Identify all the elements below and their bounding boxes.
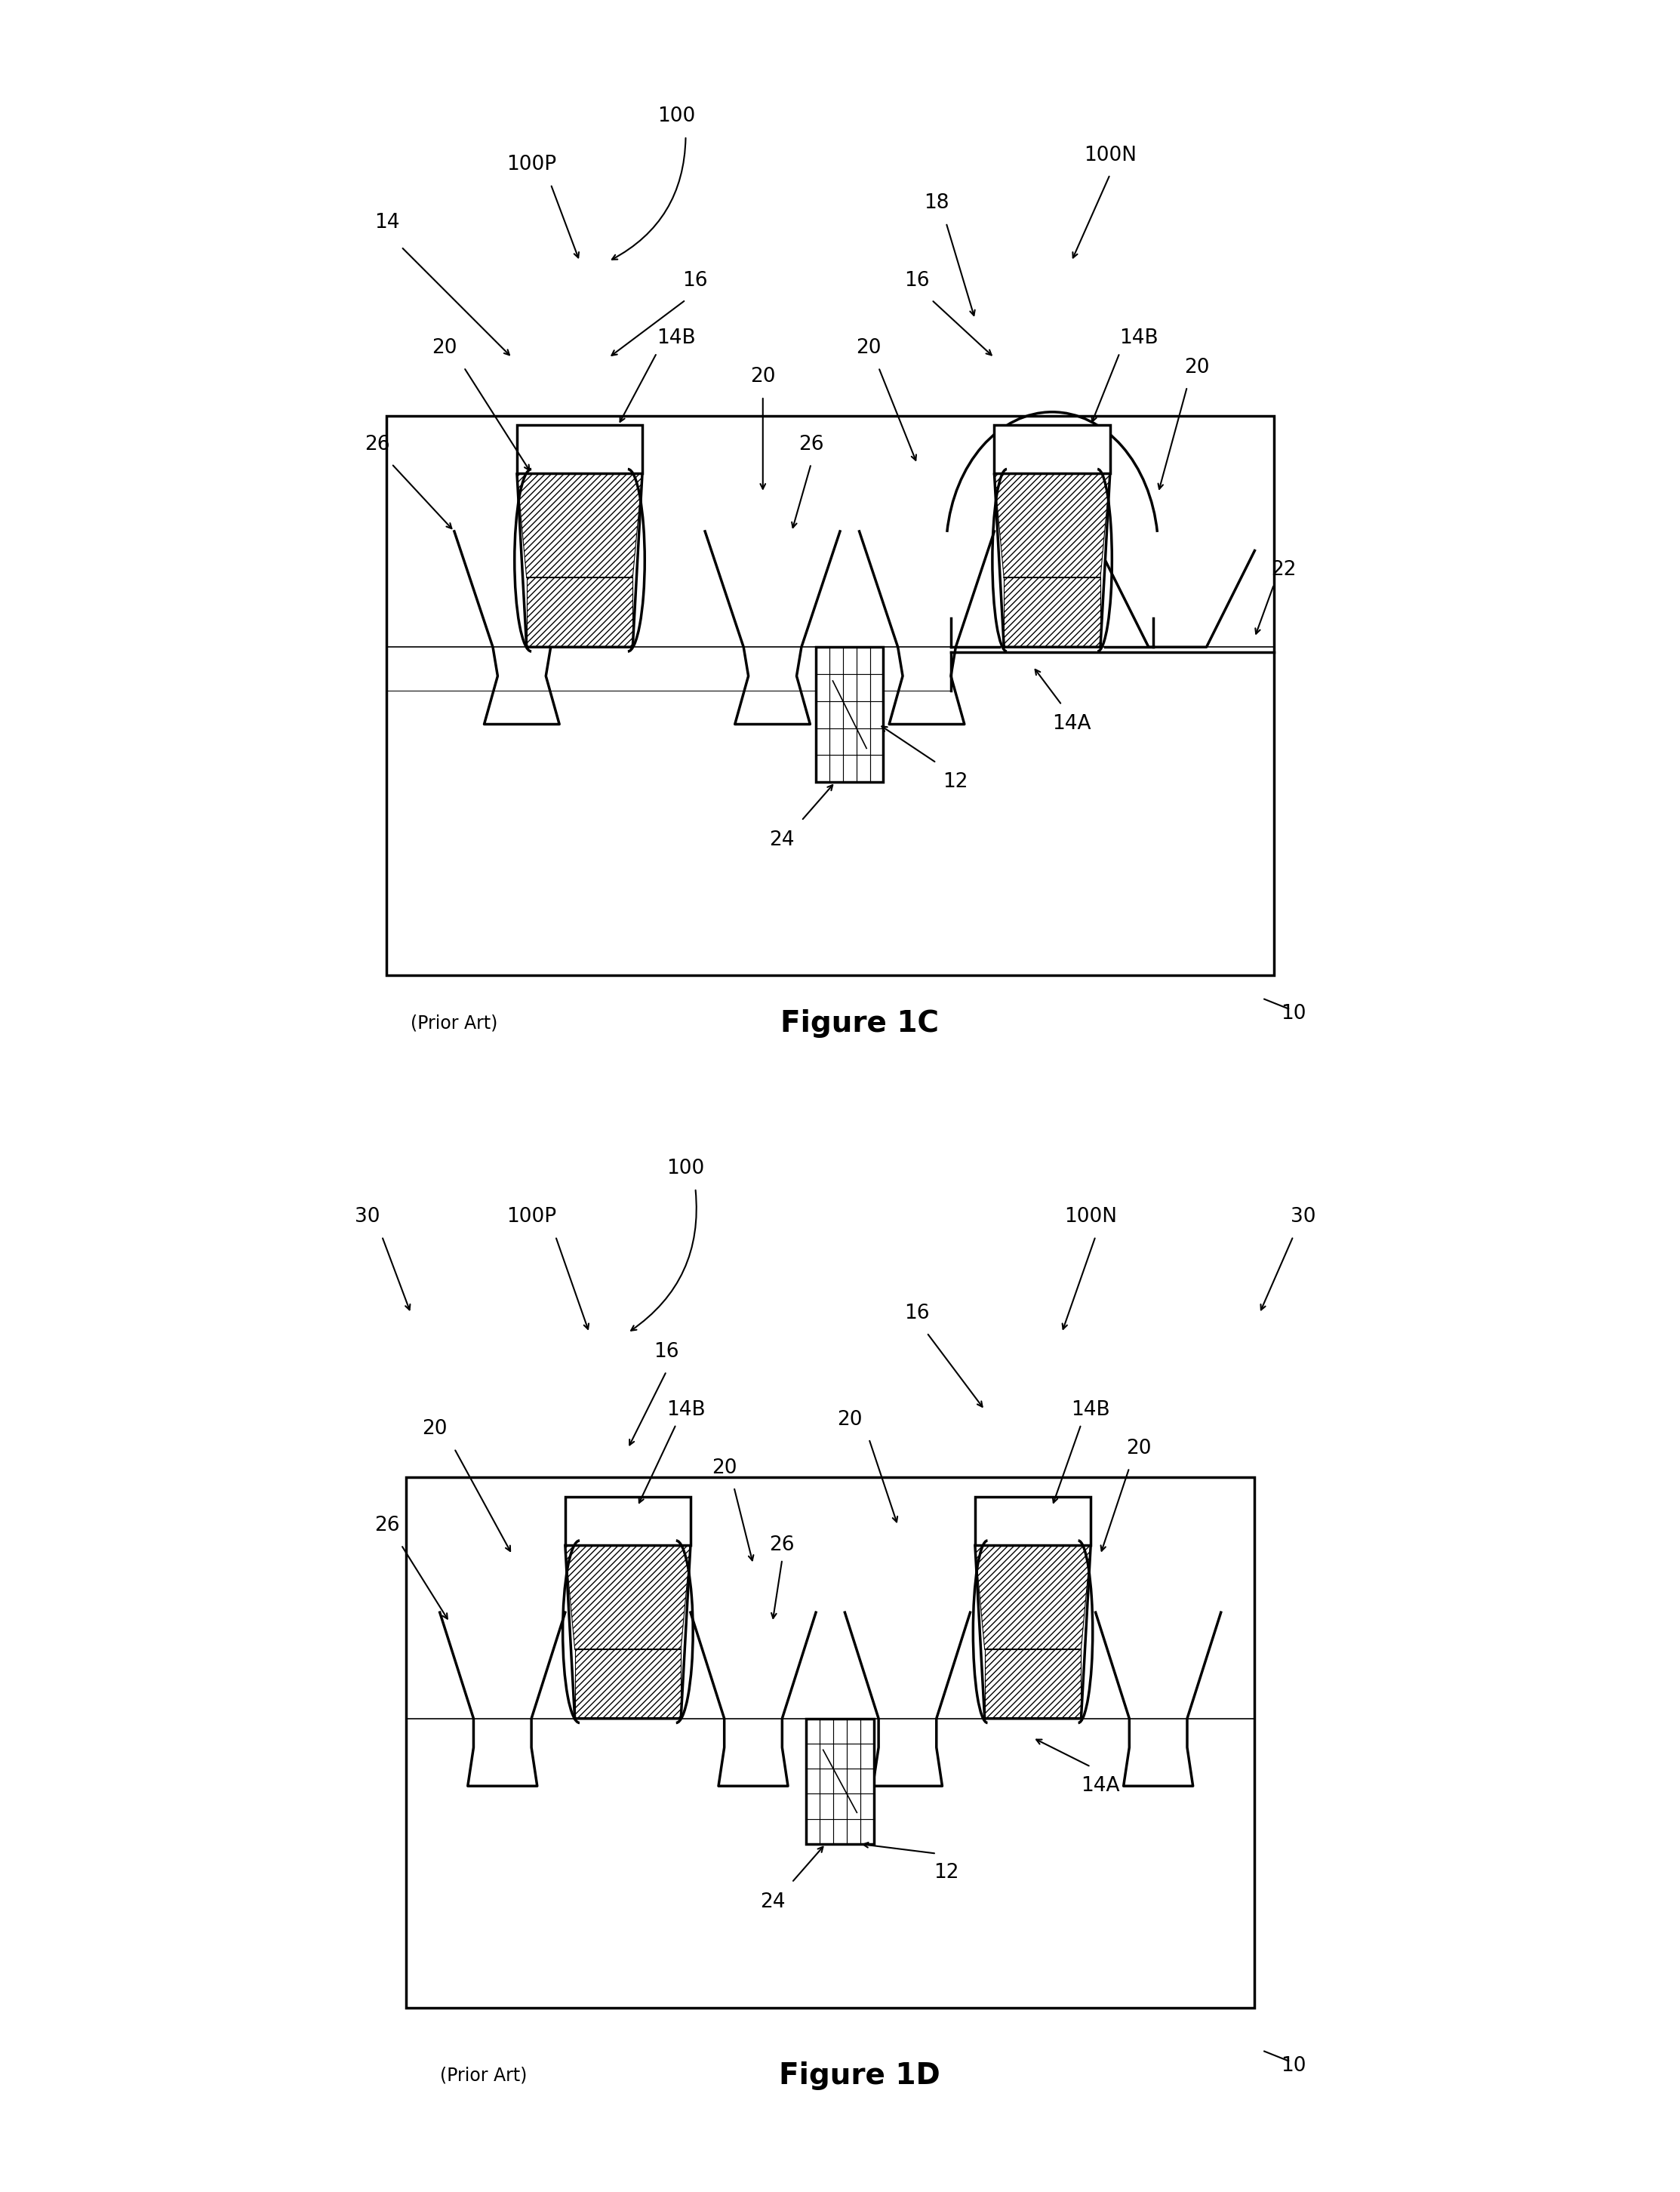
Text: 22: 22: [1272, 561, 1297, 579]
Text: 26: 26: [798, 434, 823, 454]
Text: 20: 20: [422, 1420, 447, 1438]
Text: 12: 12: [934, 1863, 959, 1883]
Text: 26: 26: [769, 1534, 795, 1554]
Text: 20: 20: [751, 368, 776, 386]
Polygon shape: [517, 473, 642, 647]
Text: 16: 16: [654, 1342, 679, 1361]
Text: 14A: 14A: [1052, 715, 1090, 734]
Text: 14: 14: [375, 213, 400, 232]
Text: 18: 18: [924, 193, 949, 213]
Text: 100P: 100P: [506, 156, 556, 175]
Text: 30: 30: [1290, 1208, 1315, 1228]
Bar: [974, 1497, 1090, 1545]
Text: 24: 24: [769, 831, 795, 850]
Polygon shape: [995, 473, 1110, 647]
Bar: [564, 1497, 690, 1545]
Text: 20: 20: [1126, 1438, 1151, 1458]
Text: 14B: 14B: [667, 1401, 706, 1420]
Text: 26: 26: [375, 1517, 400, 1534]
Text: 100: 100: [657, 107, 696, 127]
Text: 16: 16: [682, 272, 707, 289]
Text: 20: 20: [712, 1458, 738, 1477]
Text: 14B: 14B: [657, 329, 696, 349]
Polygon shape: [974, 1545, 1090, 1719]
Text: 100: 100: [667, 1160, 704, 1179]
Text: 20: 20: [1184, 357, 1210, 377]
Bar: [407, 1477, 1255, 2008]
Text: 100P: 100P: [506, 1208, 556, 1228]
Bar: [517, 425, 642, 473]
Text: (Prior Art): (Prior Art): [410, 1015, 497, 1032]
Text: 26: 26: [365, 434, 390, 454]
Text: 16: 16: [904, 272, 929, 289]
Text: 20: 20: [837, 1409, 862, 1429]
Bar: [816, 647, 884, 783]
Bar: [386, 416, 1273, 975]
Text: 100N: 100N: [1065, 1208, 1117, 1228]
Text: 16: 16: [904, 1304, 929, 1324]
Text: 20: 20: [432, 338, 457, 357]
Text: 14B: 14B: [1119, 329, 1159, 349]
Text: 14A: 14A: [1080, 1776, 1121, 1795]
Text: 100N: 100N: [1084, 145, 1136, 164]
Text: 14B: 14B: [1072, 1401, 1110, 1420]
Text: (Prior Art): (Prior Art): [440, 2067, 528, 2085]
Text: 20: 20: [857, 338, 882, 357]
Text: Figure 1C: Figure 1C: [780, 1008, 939, 1037]
Text: 24: 24: [759, 1892, 785, 1911]
Text: 12: 12: [942, 772, 968, 791]
Bar: [995, 425, 1110, 473]
Text: Figure 1D: Figure 1D: [778, 2060, 939, 2089]
Polygon shape: [564, 1545, 690, 1719]
Text: 10: 10: [1280, 1004, 1305, 1024]
Bar: [806, 1719, 874, 1843]
Text: 30: 30: [354, 1208, 380, 1228]
Text: 10: 10: [1280, 2056, 1305, 2076]
